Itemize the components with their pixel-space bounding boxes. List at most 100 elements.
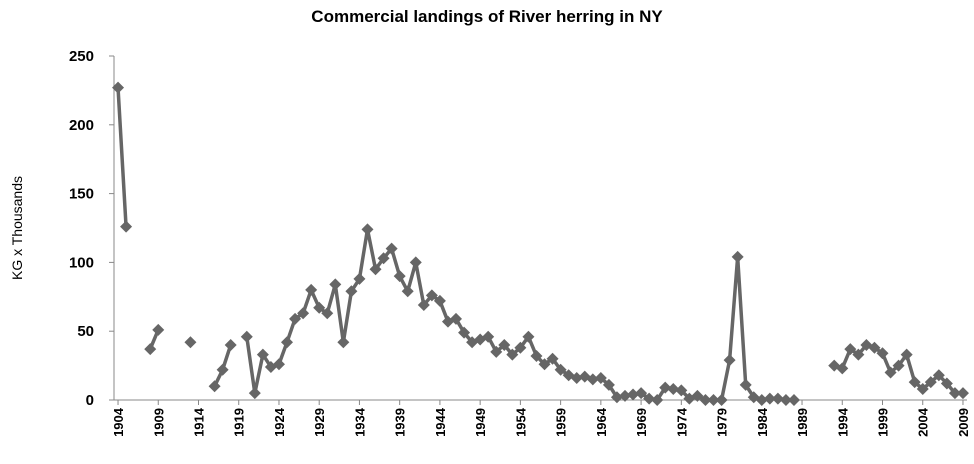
chart-title: Commercial landings of River herring in … — [311, 7, 663, 26]
data-point — [538, 358, 551, 371]
data-point — [514, 341, 527, 354]
x-tick-label: 1999 — [876, 408, 891, 437]
data-point — [932, 369, 945, 382]
data-point — [916, 382, 929, 395]
data-point — [321, 307, 334, 320]
x-tick-label: 1994 — [835, 407, 850, 437]
data-point — [948, 387, 961, 400]
x-tick-label: 1979 — [715, 408, 730, 437]
data-point — [868, 341, 881, 354]
data-point — [779, 394, 792, 406]
x-tick-label: 1919 — [232, 408, 247, 437]
data-point — [224, 338, 237, 351]
data-point — [401, 285, 414, 298]
data-point — [610, 391, 623, 404]
data-point — [329, 278, 342, 291]
data-line — [116, 87, 963, 402]
data-point — [787, 394, 800, 406]
data-point — [272, 358, 285, 371]
data-point — [892, 359, 905, 372]
data-point — [522, 330, 535, 343]
x-tick-label: 1914 — [191, 407, 206, 437]
data-point — [289, 312, 302, 325]
data-point — [144, 343, 157, 356]
data-point — [763, 392, 776, 405]
data-point — [844, 343, 857, 356]
x-tick-label: 1989 — [795, 408, 810, 437]
data-point — [361, 223, 374, 236]
y-axis-label: KG x Thousands — [9, 176, 25, 280]
data-point — [458, 326, 471, 339]
data-point — [240, 330, 253, 343]
data-point — [667, 382, 680, 395]
data-point — [755, 394, 768, 406]
data-point — [852, 348, 865, 361]
x-tick-label: 1924 — [272, 407, 287, 437]
x-tick-label: 1949 — [473, 408, 488, 437]
data-point — [409, 256, 422, 269]
data-point — [506, 348, 519, 361]
x-tick-label: 1929 — [312, 408, 327, 437]
data-point — [281, 336, 294, 349]
x-tick-label: 1954 — [513, 407, 528, 437]
data-point — [184, 336, 197, 349]
x-tick-label: 1974 — [674, 407, 689, 437]
data-point — [425, 289, 438, 302]
data-point — [208, 380, 221, 393]
x-tick-label: 1909 — [151, 408, 166, 437]
data-point — [659, 381, 672, 394]
data-point — [377, 252, 390, 265]
data-point — [256, 348, 269, 361]
data-point — [112, 81, 125, 94]
x-tick-label: 2004 — [916, 407, 931, 437]
data-point — [369, 263, 382, 276]
data-point — [651, 394, 664, 406]
data-point — [498, 338, 511, 351]
data-point — [940, 377, 953, 390]
data-point — [715, 394, 728, 406]
x-tick-label: 1904 — [111, 407, 126, 437]
data-point — [618, 389, 631, 402]
x-tick-label: 1934 — [352, 407, 367, 437]
data-point — [836, 362, 849, 375]
data-point — [643, 392, 656, 405]
data-point — [627, 388, 640, 401]
data-point — [956, 387, 969, 400]
y-tick-label: 200 — [69, 117, 94, 134]
data-point — [924, 376, 937, 389]
data-point — [353, 272, 366, 285]
data-point — [586, 373, 599, 386]
data-point — [530, 349, 543, 362]
x-tick-label: 1944 — [433, 407, 448, 437]
y-tick-label: 50 — [77, 323, 94, 340]
y-tick-label: 250 — [69, 48, 94, 65]
data-point — [297, 307, 310, 320]
x-tick-label: 1964 — [594, 407, 609, 437]
data-point — [731, 250, 744, 263]
y-tick-label: 100 — [69, 254, 94, 271]
data-point — [900, 348, 913, 361]
data-point — [675, 384, 688, 397]
x-tick-label: 1969 — [634, 408, 649, 437]
data-point — [594, 371, 607, 384]
data-point — [490, 345, 503, 358]
data-point — [546, 352, 559, 365]
data-point — [884, 366, 897, 379]
data-point — [908, 376, 921, 389]
data-point — [450, 312, 463, 325]
data-point — [482, 330, 495, 343]
data-point — [691, 389, 704, 402]
data-point — [570, 371, 583, 384]
x-tick-label: 1984 — [755, 407, 770, 437]
x-tick-label: 2009 — [956, 408, 971, 437]
data-point — [337, 336, 350, 349]
data-point — [635, 387, 648, 400]
data-point — [771, 392, 784, 405]
data-point — [152, 323, 165, 336]
data-point — [417, 299, 430, 312]
data-point — [554, 363, 567, 376]
data-point — [248, 387, 261, 400]
data-point — [216, 363, 229, 376]
data-point — [739, 378, 752, 391]
